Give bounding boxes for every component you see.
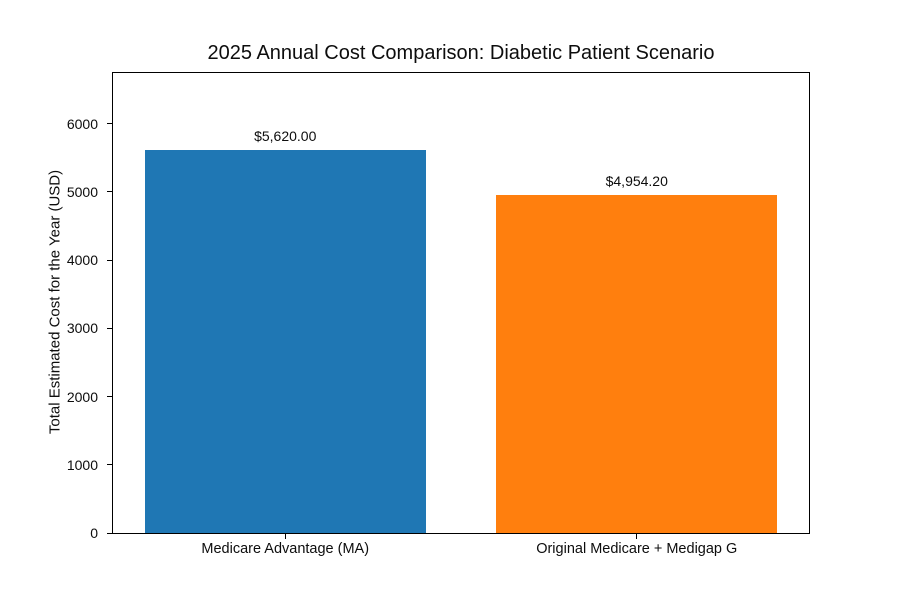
x-tick-label: Medicare Advantage (MA)	[201, 541, 370, 557]
y-tick-label: 5000	[66, 183, 98, 200]
y-tick-label: 0	[90, 525, 98, 541]
y-tick-mark	[107, 259, 112, 261]
y-tick-mark	[107, 464, 112, 466]
y-tick-mark	[107, 327, 112, 329]
y-tick-label: 1000	[66, 456, 98, 473]
y-tick-label: 6000	[66, 115, 98, 132]
y-tick-mark	[107, 123, 112, 125]
plot-area: $5,620.00 $4,954.20	[112, 72, 810, 534]
y-tick-mark	[107, 532, 112, 534]
x-tick-mark	[636, 534, 638, 539]
x-tick-label: Original Medicare + Medigap G	[536, 541, 738, 557]
y-tick-label: 3000	[66, 320, 98, 337]
bar	[496, 195, 778, 533]
bar	[144, 149, 426, 533]
y-tick-mark	[107, 396, 112, 398]
x-tick-mark	[284, 534, 286, 539]
y-tick-label: 4000	[66, 252, 98, 269]
bar-value-label: $4,954.20	[605, 173, 668, 190]
chart-title: 2025 Annual Cost Comparison: Diabetic Pa…	[207, 42, 715, 64]
y-tick-label: 2000	[66, 388, 98, 405]
y-tick-mark	[107, 191, 112, 193]
bar-value-label: $5,620.00	[254, 127, 317, 144]
y-axis-label: Total Estimated Cost for the Year (USD)	[46, 169, 64, 435]
